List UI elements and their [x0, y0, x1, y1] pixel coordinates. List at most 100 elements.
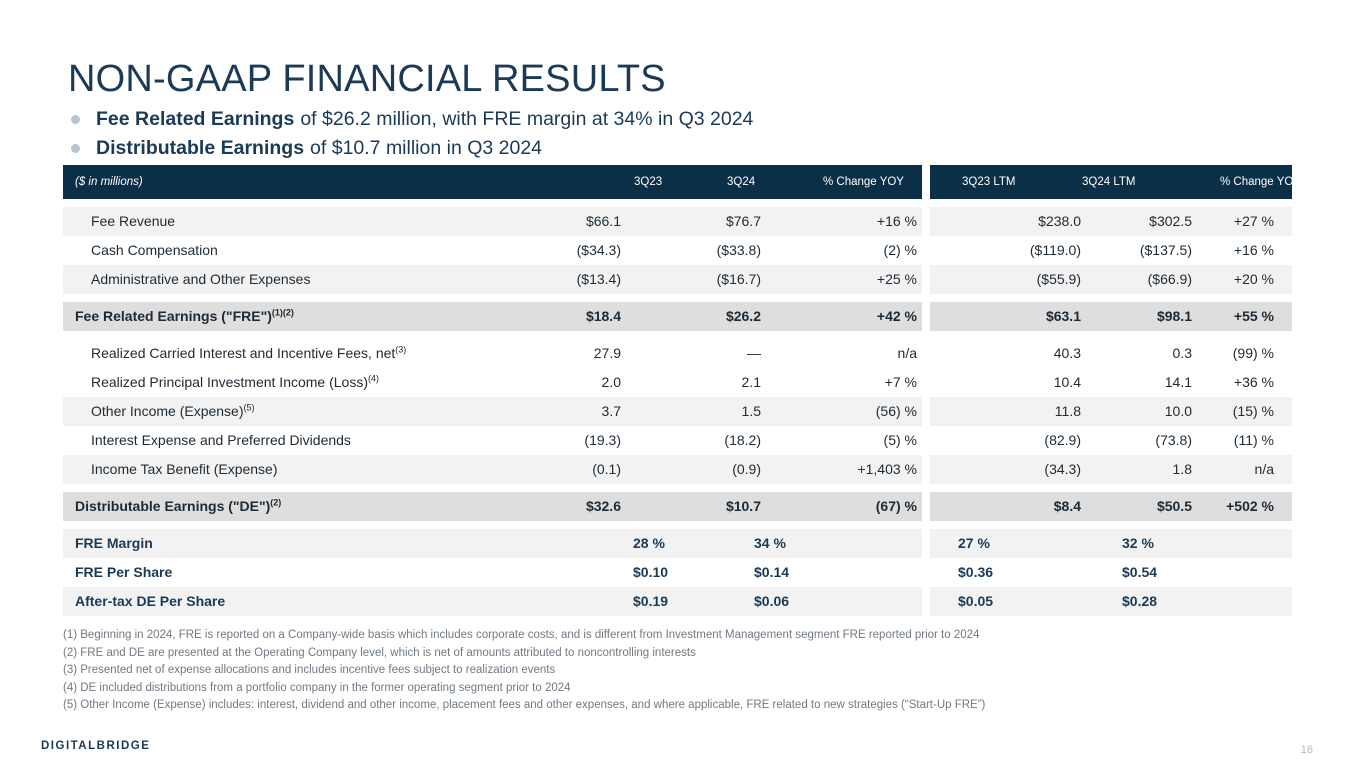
row-value: (34.3) [1044, 461, 1081, 477]
metric-label: FRE Margin [75, 535, 153, 551]
row-label: Other Income (Expense)(5) [91, 402, 255, 419]
row-value: (19.3) [584, 432, 621, 448]
row-value: $18.4 [585, 308, 621, 324]
footnote-ref: (5) [243, 402, 255, 413]
header-units: ($ in millions) [75, 176, 143, 188]
row-value: 0.3 [1172, 345, 1192, 361]
table-row: Interest Expense and Preferred Dividends… [63, 426, 1292, 455]
row-value: +16 % [1233, 242, 1274, 258]
row-value: ($13.4) [576, 271, 621, 287]
metric-label: FRE Per Share [75, 564, 173, 580]
table-header: ($ in millions) 3Q23 3Q24 % Change YOY 3… [63, 165, 1301, 199]
row-value: 1.5 [741, 403, 761, 419]
footnote: (4) DE included distributions from a por… [63, 681, 571, 694]
table-row: Income Tax Benefit (Expense) (0.1) (0.9) +1… [63, 455, 1292, 484]
metric-value: $0.05 [958, 593, 994, 609]
row-value: $26.2 [725, 308, 761, 324]
row-value: (2) % [883, 242, 917, 258]
row-value: 2.0 [601, 374, 621, 390]
row-value: 11.8 [1054, 403, 1081, 419]
row-value: (18.2) [724, 432, 761, 448]
row-label: Distributable Earnings ("DE")(2) [75, 497, 282, 514]
metric-value: $0.10 [633, 564, 669, 580]
row-value: $8.4 [1053, 498, 1081, 514]
metric-value: $0.36 [958, 564, 994, 580]
row-value: $63.1 [1045, 308, 1081, 324]
row-value: ($33.8) [716, 242, 761, 258]
metric-value: 27 % [958, 535, 990, 551]
row-value: +36 % [1233, 374, 1274, 390]
row-value: (0.1) [592, 461, 621, 477]
metric-value: 28 % [633, 535, 665, 551]
header-col: 3Q24 LTM [1082, 176, 1136, 188]
bullet-dot-icon [71, 144, 80, 153]
metric-row: After-tax DE Per Share $0.19 $0.06 $0.05 $0.… [63, 587, 1292, 616]
footnote-ref: (2) [270, 497, 282, 508]
row-value: +25 % [876, 271, 917, 287]
row-value: $10.7 [725, 498, 761, 514]
row-value: n/a [897, 345, 917, 361]
row-value: $76.7 [725, 213, 761, 229]
row-label: Realized Principal Investment Income (Lo… [91, 373, 380, 390]
row-value: 2.1 [741, 374, 761, 390]
table-row: Cash Compensation ($34.3) ($33.8) (2) % ($11… [63, 236, 1292, 265]
row-label: Cash Compensation [91, 242, 218, 258]
row-label: Fee Related Earnings ("FRE")(1)(2) [75, 307, 294, 324]
metric-value: $0.14 [754, 564, 790, 580]
row-value: (73.8) [1155, 432, 1192, 448]
page-title: NON-GAAP FINANCIAL RESULTS [68, 58, 666, 100]
metric-row: FRE Per Share $0.10 $0.14 $0.36 $0.54 [63, 558, 1292, 587]
header-col: % Change YOY [823, 176, 904, 188]
footnote: (5) Other Income (Expense) includes: int… [63, 699, 986, 711]
row-value: +42 % [876, 308, 917, 324]
footnote-ref: (3) [395, 344, 407, 355]
header-col: % Change YOY [1220, 176, 1301, 188]
row-value: $32.6 [585, 498, 621, 514]
summary-bullets: Fee Related Earnings of $26.2 million, w… [68, 105, 753, 163]
bullet-fre: Fee Related Earnings of $26.2 million, w… [68, 105, 753, 134]
row-value: $302.5 [1149, 213, 1192, 229]
row-value: ($16.7) [716, 271, 761, 287]
metric-value: $0.06 [754, 593, 790, 609]
row-value: (11) % [1233, 432, 1274, 448]
header-col: 3Q24 [727, 176, 756, 188]
row-value: ($119.0) [1029, 242, 1081, 258]
table-row: Realized Carried Interest and Incentive … [63, 339, 1292, 368]
row-value: n/a [1254, 461, 1274, 477]
row-value: $66.1 [585, 213, 621, 229]
header-col: 3Q23 LTM [962, 176, 1016, 188]
row-value: ($137.5) [1139, 242, 1192, 258]
table-row: Realized Principal Investment Income (Lo… [63, 368, 1292, 397]
row-value: (99) % [1232, 345, 1274, 361]
row-label: Income Tax Benefit (Expense) [91, 461, 278, 477]
footnote-ref: (1)(2) [271, 307, 294, 318]
row-value: (0.9) [732, 461, 761, 477]
row-value: 10.4 [1053, 374, 1081, 390]
table-row: Distributable Earnings ("DE")(2) $32.6 $10… [63, 492, 1292, 521]
table-row: Administrative and Other Expenses ($13.4)… [63, 265, 1292, 294]
row-value: 14.1 [1164, 374, 1192, 390]
row-value: ($34.3) [576, 242, 621, 258]
row-value: $238.0 [1038, 213, 1081, 229]
footnote: (1) Beginning in 2024, FRE is reported o… [63, 629, 980, 641]
row-value: +7 % [884, 374, 917, 390]
footnote-ref: (4) [368, 373, 380, 384]
metric-value: $0.19 [633, 593, 669, 609]
bullet-bold: Distributable Earnings [96, 137, 305, 159]
row-value: +502 % [1226, 498, 1274, 514]
bullet-de: Distributable Earnings of $10.7 million … [68, 134, 753, 163]
row-value: (67) % [875, 498, 917, 514]
bullet-text: of $10.7 million in Q3 2024 [310, 137, 543, 159]
table-row: Other Income (Expense)(5) 3.7 1.5 (56) % 11.… [63, 397, 1292, 426]
footnotes: (1) Beginning in 2024, FRE is reported o… [63, 627, 985, 715]
metric-value: $0.28 [1122, 593, 1158, 609]
row-value: ($66.9) [1147, 271, 1192, 287]
header-col: 3Q23 [634, 176, 663, 188]
row-label: Administrative and Other Expenses [91, 271, 311, 287]
bullet-dot-icon [71, 115, 80, 124]
row-value: +27 % [1233, 213, 1274, 229]
row-value: $98.1 [1156, 308, 1192, 324]
row-value: (5) % [883, 432, 917, 448]
row-value: +55 % [1233, 308, 1274, 324]
row-value: $50.5 [1156, 498, 1192, 514]
